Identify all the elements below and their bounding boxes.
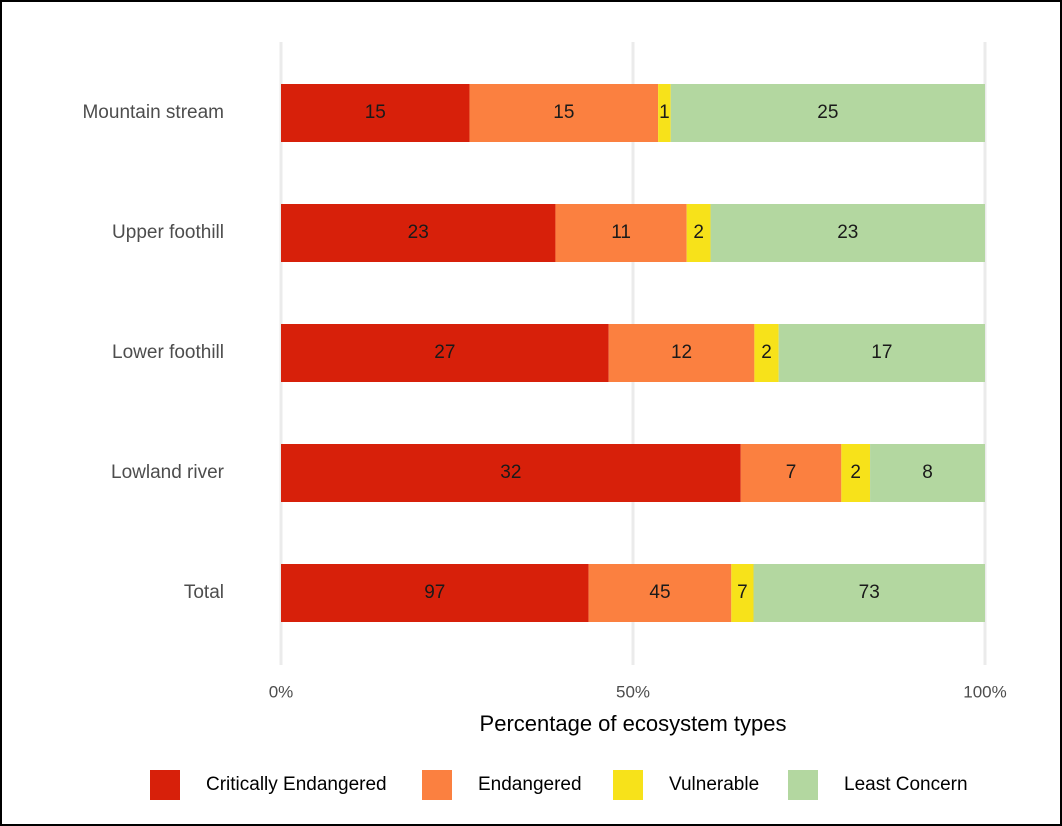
legend-label: Least Concern <box>844 774 968 795</box>
data-label: 23 <box>837 222 858 243</box>
bar-segment <box>281 84 470 142</box>
data-label: 12 <box>671 342 692 363</box>
bar-segment <box>753 564 985 622</box>
bar-segment <box>658 84 671 142</box>
data-label: 8 <box>922 462 933 483</box>
data-label: 7 <box>737 582 748 603</box>
data-label: 2 <box>850 462 861 483</box>
data-label: 11 <box>611 222 631 243</box>
data-label: 7 <box>786 462 797 483</box>
bar-segment <box>281 564 589 622</box>
bar-segment <box>608 324 755 382</box>
bar-segment <box>588 564 732 622</box>
legend-swatch <box>788 770 818 800</box>
y-tick-label: Upper foothill <box>112 222 224 243</box>
y-tick-label: Total <box>184 582 224 603</box>
data-label: 15 <box>553 102 574 123</box>
bar-segment <box>281 324 609 382</box>
legend-swatch <box>422 770 452 800</box>
data-label: 15 <box>365 102 386 123</box>
bar-segment <box>281 444 741 502</box>
legend-label: Critically Endangered <box>206 774 387 795</box>
bar-segment <box>670 84 985 142</box>
data-label: 23 <box>408 222 429 243</box>
x-tick-label: 50% <box>616 682 650 701</box>
legend-label: Endangered <box>478 774 582 795</box>
data-label: 73 <box>859 582 880 603</box>
bar-segment <box>754 324 779 382</box>
data-label: 2 <box>693 222 704 243</box>
bar-segment <box>710 204 985 262</box>
bar-segment <box>841 444 871 502</box>
legend-swatch <box>613 770 643 800</box>
legend-swatch <box>150 770 180 800</box>
data-label: 97 <box>424 582 445 603</box>
bar-segment <box>281 204 556 262</box>
bar-segment <box>778 324 985 382</box>
y-tick-label: Mountain stream <box>82 102 224 123</box>
bar-segment <box>740 444 842 502</box>
x-tick-label: 100% <box>963 682 1006 701</box>
data-label: 25 <box>817 102 838 123</box>
bar-segment <box>469 84 659 142</box>
legend-label: Vulnerable <box>669 774 759 795</box>
x-tick-label: 0% <box>269 682 294 701</box>
data-label: 1 <box>659 102 670 123</box>
bar-segment <box>686 204 711 262</box>
data-label: 27 <box>434 342 455 363</box>
bar-segment <box>870 444 985 502</box>
data-label: 17 <box>871 342 892 363</box>
x-axis-title: Percentage of ecosystem types <box>480 711 787 736</box>
y-tick-label: Lowland river <box>111 462 225 483</box>
y-tick-label: Lower foothill <box>112 342 224 363</box>
bar-segment <box>731 564 754 622</box>
data-label: 32 <box>500 462 521 483</box>
data-label: 2 <box>761 342 772 363</box>
bar-segment <box>555 204 687 262</box>
data-label: 45 <box>649 582 670 603</box>
